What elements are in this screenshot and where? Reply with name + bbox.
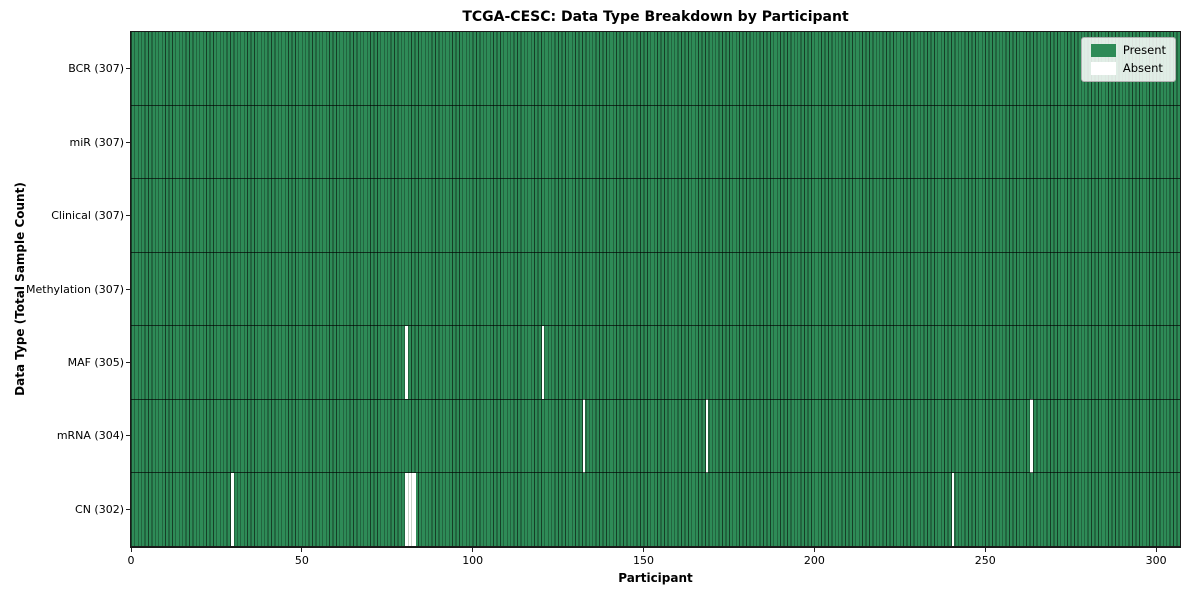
- absent-cell-mrna-168: [705, 399, 709, 473]
- x-tick-label: 0: [127, 554, 135, 567]
- y-tick-mark: [126, 288, 130, 290]
- legend-swatch-present-icon: [1090, 44, 1116, 57]
- heatmap-rows: [131, 32, 1180, 546]
- legend: Present Absent: [1080, 37, 1176, 82]
- y-tick-label: mRNA (304): [56, 429, 124, 443]
- row-separator: [131, 251, 1180, 253]
- chart-title: TCGA-CESC: Data Type Breakdown by Partic…: [462, 9, 849, 25]
- y-tick-label: CN (302): [75, 502, 124, 516]
- y-tick-label: Methylation (307): [26, 282, 124, 296]
- y-tick-mark: [126, 508, 130, 510]
- row-separator: [131, 325, 1180, 327]
- heatmap-row-clinical: [131, 178, 1180, 253]
- y-tick-mark: [126, 361, 130, 363]
- legend-item-present: Present: [1090, 43, 1166, 57]
- y-tick-label: MAF (305): [67, 355, 124, 369]
- legend-swatch-absent-icon: [1090, 62, 1116, 75]
- y-tick-label: Clinical (307): [51, 209, 124, 223]
- x-tick-mark: [984, 548, 986, 552]
- y-tick-mark: [126, 215, 130, 217]
- x-tick-label: 150: [633, 554, 655, 567]
- plot-inner: Present Absent: [131, 32, 1180, 546]
- absent-cell-cn-29: [230, 472, 234, 546]
- row-separator: [131, 398, 1180, 400]
- heatmap-row-mrna: [131, 399, 1180, 473]
- x-tick-mark: [813, 548, 815, 552]
- absent-cell-cn-81: [407, 472, 413, 546]
- absent-cell-cn-80: [405, 472, 408, 546]
- legend-label-absent: Absent: [1122, 61, 1163, 75]
- x-tick-mark: [1155, 548, 1157, 552]
- y-tick-label: miR (307): [69, 135, 125, 149]
- x-tick-label: 50: [294, 554, 309, 567]
- legend-label-present: Present: [1122, 43, 1166, 57]
- x-tick-label: 250: [974, 554, 996, 567]
- y-tick-label: BCR (307): [68, 62, 124, 76]
- x-tick-label: 200: [803, 554, 825, 567]
- x-axis-label: Participant: [618, 571, 693, 585]
- y-tick-mark: [126, 141, 130, 143]
- absent-cell-mrna-132: [582, 399, 586, 473]
- y-tick-mark: [126, 68, 130, 70]
- row-separator: [131, 472, 1180, 474]
- x-tick-mark: [130, 548, 132, 552]
- heatmap-row-methylation: [131, 252, 1180, 326]
- absent-cell-cn-82: [411, 472, 416, 546]
- row-separator: [131, 104, 1180, 106]
- x-tick-label: 300: [1145, 554, 1167, 567]
- x-tick-mark: [472, 548, 474, 552]
- y-tick-mark: [126, 435, 130, 437]
- heatmap-row-maf: [131, 325, 1180, 400]
- heatmap-row-cn: [131, 472, 1180, 546]
- x-tick-label: 100: [462, 554, 484, 567]
- row-separator: [131, 178, 1180, 180]
- x-tick-mark: [643, 548, 645, 552]
- absent-cell-maf-80: [405, 325, 408, 400]
- heatmap-row-mir: [131, 105, 1180, 179]
- absent-cell-mrna-263: [1030, 399, 1034, 473]
- absent-cell-maf-120: [541, 325, 545, 400]
- plot-area: Present Absent: [130, 31, 1181, 548]
- legend-item-absent: Absent: [1090, 61, 1166, 75]
- heatmap-row-bcr: [131, 32, 1180, 106]
- absent-cell-cn-240: [951, 472, 955, 546]
- x-tick-mark: [301, 548, 303, 552]
